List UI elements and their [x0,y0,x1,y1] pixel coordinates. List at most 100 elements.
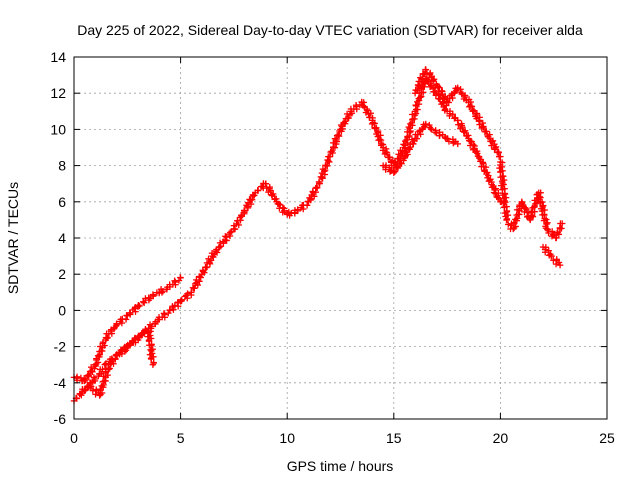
axis-ticks: 0 5 10 15 20 25 -6 -4 -2 0 2 4 6 8 10 12 14 [50,49,615,446]
interp-marker [98,347,105,355]
interp-marker [231,225,239,233]
data-point [559,220,566,227]
interp-marker [91,375,98,383]
interp-marker [429,76,437,84]
interp-marker [488,142,495,149]
interp-marker [161,311,168,318]
data-point [556,261,564,269]
interp-marker [419,75,426,82]
interp-marker [491,146,498,153]
interp-marker [544,226,551,233]
interp-marker [184,290,191,297]
interp-marker [545,229,552,237]
interp-marker [553,234,560,242]
interp-marker [312,185,319,192]
series-track-end-tail [539,243,564,269]
interp-marker [315,178,323,186]
interp-marker [428,126,435,133]
interp-marker [294,206,301,213]
interp-marker [84,372,91,379]
interp-marker [136,302,143,310]
interp-marker [500,181,507,188]
interp-marker [498,163,506,171]
interp-marker [401,137,409,145]
interp-marker [480,123,487,131]
interp-marker [238,212,245,219]
interp-marker [98,382,105,390]
x-axis-label: GPS time / hours [287,458,394,474]
interp-marker [505,221,512,228]
interp-marker [317,173,325,181]
interp-marker [259,183,266,190]
data-point [149,361,157,368]
interp-marker [510,220,518,228]
y-tick-label: -4 [54,375,67,391]
interp-marker [461,128,468,136]
interp-marker [502,194,510,201]
interp-marker [494,194,502,201]
interp-marker [414,98,421,106]
interp-marker [327,148,334,156]
x-tick-label: 15 [386,430,402,446]
data-point [145,294,152,301]
interp-marker [422,66,429,73]
interp-marker [353,103,360,110]
interp-marker [494,149,501,156]
interp-marker [460,128,467,135]
interp-marker [529,213,537,220]
interp-marker [248,196,256,203]
interp-marker [468,103,476,110]
interp-marker [436,132,443,139]
interp-marker [101,377,108,384]
interp-marker [113,320,120,327]
interp-marker [454,117,461,124]
interp-marker [87,383,95,390]
interp-marker [455,121,462,128]
interp-marker [407,120,414,128]
interp-marker [311,193,318,200]
interp-marker [497,168,504,175]
interp-marker [188,289,195,296]
interp-marker [501,209,508,217]
interp-marker [148,350,156,357]
interp-marker [254,187,261,194]
interp-marker [449,111,456,118]
interp-marker [110,360,117,367]
interp-marker [470,145,478,152]
interp-marker [391,168,399,175]
interp-marker [333,132,341,139]
interp-marker [172,278,179,286]
interp-marker [170,306,177,313]
interp-marker [309,188,316,195]
y-tick-label: 6 [58,194,66,210]
interp-marker [149,293,157,300]
interp-marker [376,136,383,143]
y-axis-label: SDTVAR / TECUs [5,182,21,294]
interp-marker [324,156,331,164]
interp-marker [82,387,89,394]
interp-marker [469,108,476,115]
interp-marker [212,247,220,255]
interp-marker [420,89,427,96]
interp-marker [139,298,147,306]
interp-marker [322,162,329,169]
y-tick-label: 12 [50,85,66,101]
interp-marker [199,268,207,275]
interp-marker [403,149,410,156]
data-point [177,274,184,282]
interp-marker [113,351,120,358]
interp-marker [93,356,100,364]
interp-marker [371,125,378,132]
data-point [454,140,461,148]
data-markers [70,66,566,405]
interp-marker [178,296,185,303]
chart-title: Day 225 of 2022, Sidereal Day-to-day VTE… [77,22,583,38]
interp-marker [501,204,508,211]
interp-marker [417,94,424,101]
interp-marker [338,123,346,130]
interp-marker [504,211,512,219]
interp-marker [461,92,469,99]
y-tick-label: 8 [58,158,66,174]
